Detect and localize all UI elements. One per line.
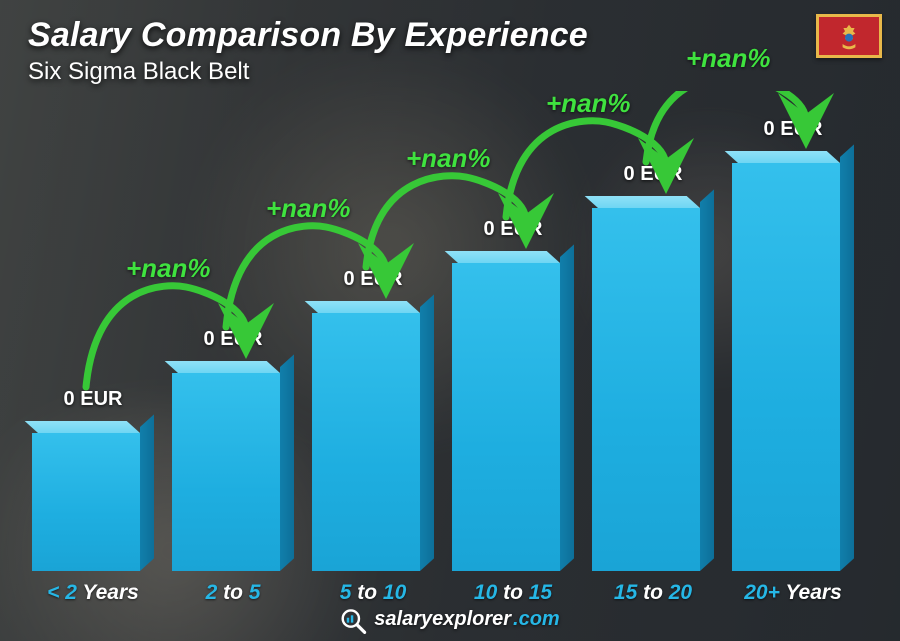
footer-brand: salaryexplorer.com xyxy=(340,605,559,631)
delta-label: +nan% xyxy=(266,193,351,224)
flag-emblem-icon xyxy=(833,20,865,52)
bar-shape xyxy=(32,421,154,571)
delta-label: +nan% xyxy=(406,143,491,174)
bar-value-label: 0 EUR xyxy=(204,328,263,351)
bar-shape xyxy=(452,251,574,571)
footer-brand-tld: .com xyxy=(513,608,560,631)
bar-shape xyxy=(172,361,294,571)
bar-value-label: 0 EUR xyxy=(624,163,683,186)
category-label: < 2 Years xyxy=(47,581,139,605)
bar-value-label: 0 EUR xyxy=(764,118,823,141)
category-label: 5 to 10 xyxy=(340,581,407,605)
delta-label: +nan% xyxy=(686,43,771,74)
category-label: 15 to 20 xyxy=(614,581,692,605)
bar-shape xyxy=(312,301,434,571)
bar-shape xyxy=(592,196,714,571)
category-label: 10 to 15 xyxy=(474,581,552,605)
bar-value-label: 0 EUR xyxy=(64,388,123,411)
bar: 0 EUR15 to 20 xyxy=(592,163,714,571)
bar: 0 EUR< 2 Years xyxy=(32,388,154,571)
category-label: 20+ Years xyxy=(744,581,842,605)
bar-value-label: 0 EUR xyxy=(484,218,543,241)
bars-container: 0 EUR< 2 Years0 EUR2 to 50 EUR5 to 100 E… xyxy=(26,118,860,571)
delta-label: +nan% xyxy=(546,88,631,119)
bar: 0 EUR5 to 10 xyxy=(312,268,434,571)
delta-label: +nan% xyxy=(126,253,211,284)
bar: 0 EUR2 to 5 xyxy=(172,328,294,571)
bar: 0 EUR10 to 15 xyxy=(452,218,574,571)
magnifier-bars-icon xyxy=(340,608,366,634)
bar-shape xyxy=(732,151,854,571)
chart-subtitle: Six Sigma Black Belt xyxy=(28,58,249,86)
bar-chart: 0 EUR< 2 Years0 EUR2 to 50 EUR5 to 100 E… xyxy=(26,91,860,571)
chart-card: Salary Comparison By Experience Six Sigm… xyxy=(0,0,900,641)
bar: 0 EUR20+ Years xyxy=(732,118,854,571)
country-flag-montenegro xyxy=(816,14,882,58)
category-label: 2 to 5 xyxy=(206,581,261,605)
bar-value-label: 0 EUR xyxy=(344,268,403,291)
footer-brand-name: salaryexplorer xyxy=(374,608,511,631)
chart-title: Salary Comparison By Experience xyxy=(28,16,588,55)
